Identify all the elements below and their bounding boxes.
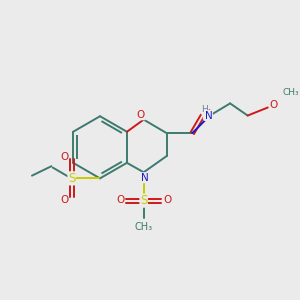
- Text: S: S: [68, 172, 75, 185]
- Text: H: H: [202, 105, 208, 114]
- Text: O: O: [269, 100, 278, 110]
- Text: O: O: [203, 109, 211, 119]
- Text: O: O: [116, 195, 124, 205]
- Text: O: O: [60, 195, 68, 205]
- Text: O: O: [163, 195, 171, 205]
- Text: O: O: [60, 152, 68, 162]
- Text: CH₃: CH₃: [135, 222, 153, 232]
- Text: S: S: [140, 194, 147, 207]
- Text: CH₃: CH₃: [283, 88, 299, 97]
- Text: O: O: [137, 110, 145, 120]
- Text: N: N: [205, 111, 212, 121]
- Text: N: N: [141, 173, 149, 183]
